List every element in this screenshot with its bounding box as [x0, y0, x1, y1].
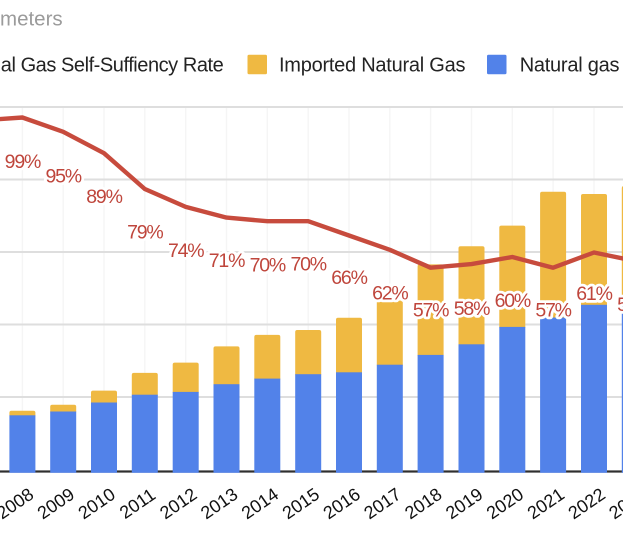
svg-text:2020: 2020 — [483, 484, 527, 523]
svg-text:Imported Natural Gas: Imported Natural Gas — [279, 55, 465, 77]
svg-text:70%: 70% — [250, 255, 286, 277]
svg-text:2010: 2010 — [75, 484, 119, 523]
svg-text:2008: 2008 — [0, 484, 37, 523]
svg-text:2022: 2022 — [565, 484, 609, 523]
svg-text:al Gas Self-Suffiency Rate: al Gas Self-Suffiency Rate — [1, 55, 224, 77]
svg-text:2013: 2013 — [197, 484, 241, 523]
svg-text:79%: 79% — [127, 222, 163, 244]
svg-text:58%: 58% — [617, 294, 623, 316]
svg-text:99%: 99% — [5, 151, 41, 173]
svg-text:2011: 2011 — [116, 484, 159, 522]
svg-text:61%: 61% — [576, 283, 612, 305]
svg-text:2016: 2016 — [320, 484, 364, 523]
svg-text:2017: 2017 — [360, 484, 404, 523]
svg-text:2019: 2019 — [442, 484, 486, 523]
svg-text:meters: meters — [0, 8, 63, 31]
svg-text:2015: 2015 — [279, 484, 323, 523]
svg-text:2023: 2023 — [605, 484, 623, 523]
svg-text:Natural gas: Natural gas — [520, 55, 620, 77]
svg-text:74%: 74% — [168, 240, 204, 262]
svg-text:57%: 57% — [413, 300, 449, 322]
svg-text:2018: 2018 — [401, 484, 445, 523]
svg-text:95%: 95% — [45, 166, 81, 188]
svg-text:62%: 62% — [372, 283, 408, 305]
svg-text:89%: 89% — [86, 186, 122, 208]
svg-text:60%: 60% — [495, 290, 531, 312]
svg-text:2009: 2009 — [34, 484, 78, 523]
svg-text:58%: 58% — [454, 298, 490, 320]
svg-text:2021: 2021 — [524, 484, 568, 523]
svg-text:71%: 71% — [209, 250, 245, 272]
svg-text:57%: 57% — [535, 300, 571, 322]
svg-text:66%: 66% — [331, 267, 367, 289]
svg-text:2012: 2012 — [156, 484, 200, 523]
svg-text:2014: 2014 — [238, 484, 282, 523]
svg-text:70%: 70% — [290, 254, 326, 276]
